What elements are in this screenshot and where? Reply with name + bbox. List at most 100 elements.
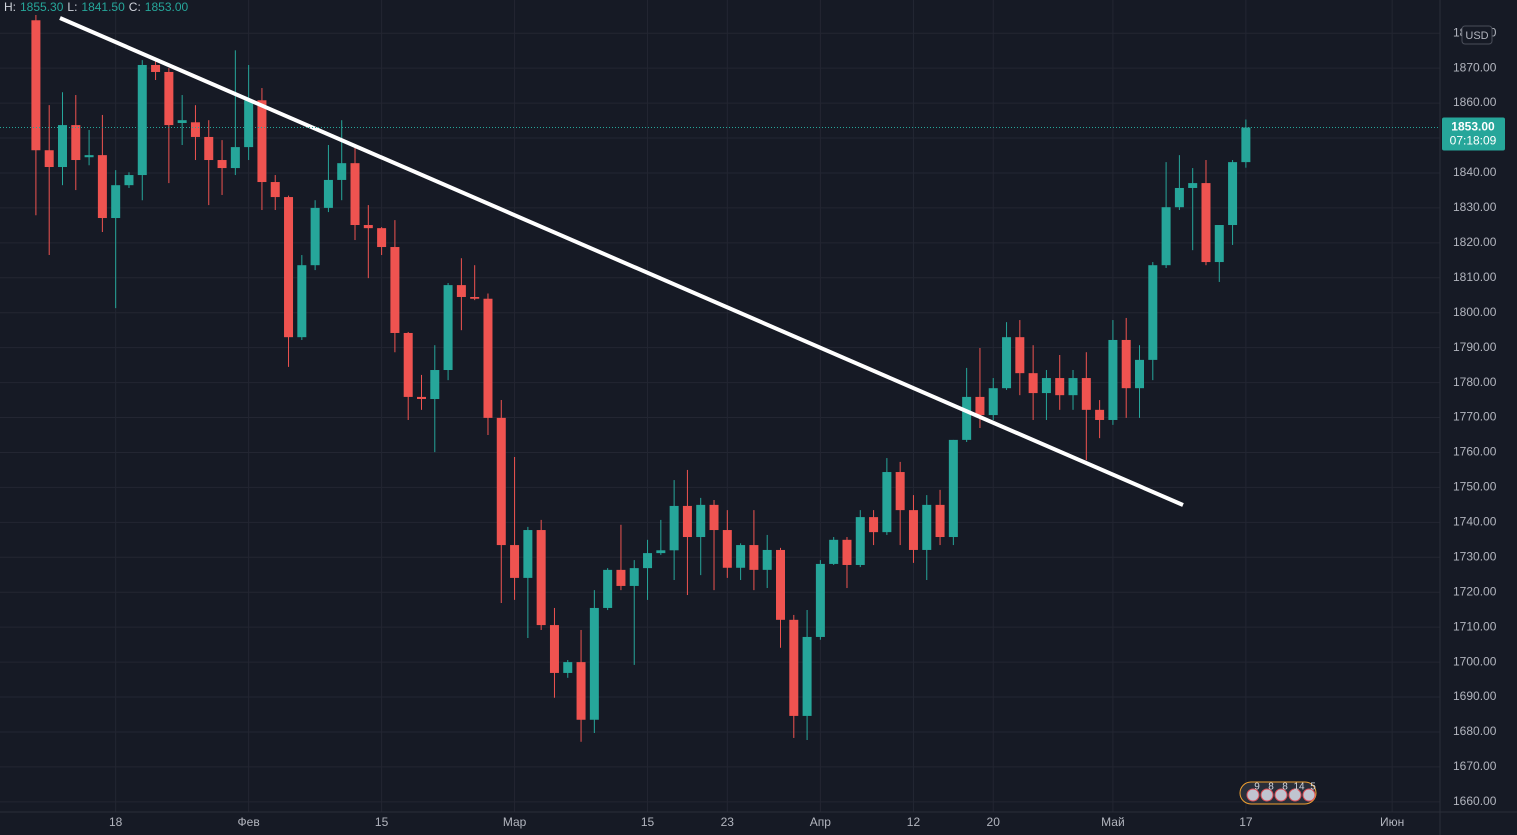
x-tick-label: Апр	[810, 815, 832, 829]
ohlc-header: H: 1855.30 L: 1841.50 C: 1853.00	[4, 0, 188, 14]
candle-body	[1002, 337, 1012, 389]
candle-body	[1015, 337, 1025, 374]
x-tick-label: 15	[641, 815, 655, 829]
header-value: 1855.30	[20, 0, 64, 14]
candle-body	[1174, 187, 1184, 208]
y-tick-label: 1720.00	[1453, 584, 1497, 598]
candle-body	[1068, 378, 1078, 396]
event-count: 9	[1254, 782, 1260, 793]
y-tick-label: 1820.00	[1453, 235, 1497, 249]
candle-body	[1081, 378, 1091, 410]
event-count: 8	[1282, 782, 1288, 793]
x-tick-label: 17	[1239, 815, 1253, 829]
candle-body	[523, 530, 533, 578]
event-count: 8	[1268, 782, 1274, 793]
x-tick-label: Май	[1101, 815, 1125, 829]
candle-body	[988, 388, 998, 416]
candle-body	[576, 662, 586, 720]
event-count: 5	[1310, 782, 1316, 793]
event-icon	[1302, 788, 1316, 802]
y-tick-label: 1730.00	[1453, 549, 1497, 563]
candle-body	[111, 185, 121, 219]
last-price-label: 1853.00	[1451, 120, 1495, 134]
candle-body	[815, 563, 825, 637]
candle-body	[908, 510, 918, 550]
candle-body	[1055, 378, 1065, 396]
trend-line[interactable]	[59, 16, 1184, 507]
candle-body	[470, 296, 480, 299]
candle-body	[456, 285, 466, 297]
x-tick-label: 18	[109, 815, 123, 829]
candles	[31, 15, 1251, 742]
candle-body	[164, 71, 174, 126]
y-tick-label: 1800.00	[1453, 305, 1497, 319]
header-label: L:	[67, 0, 78, 14]
candle-body	[669, 505, 679, 551]
candle-body	[1041, 378, 1051, 394]
candle-body	[430, 370, 440, 400]
candle-body	[177, 120, 187, 123]
candle-body	[935, 504, 945, 538]
candle-body	[124, 175, 134, 186]
candle-body	[829, 539, 839, 564]
grid	[0, 0, 1440, 812]
candle-body	[31, 20, 41, 151]
candle-body	[709, 504, 719, 531]
candle-body	[656, 550, 666, 554]
currency: USD	[1465, 30, 1488, 42]
events[interactable]: 9 8 8 14 5	[1239, 781, 1317, 805]
candle-body	[855, 517, 865, 565]
header-label: C:	[128, 0, 141, 14]
candle-body	[217, 160, 227, 169]
candle-body	[363, 225, 373, 229]
candle-body	[97, 155, 107, 219]
y-tick-label: 1750.00	[1453, 480, 1497, 494]
candle-body	[84, 155, 94, 158]
candle-body	[643, 553, 653, 569]
candle-body	[284, 197, 294, 338]
y-tick-label: 1810.00	[1453, 270, 1497, 284]
y-tick-label: 1830.00	[1453, 200, 1497, 214]
candle-body	[722, 530, 732, 568]
y-tick-label: 1770.00	[1453, 410, 1497, 424]
x-tick-label: Мар	[503, 815, 527, 829]
candle-body	[1241, 127, 1251, 163]
candle-body	[230, 147, 240, 169]
y-tick-label: 1660.00	[1453, 794, 1497, 808]
candle-body	[775, 549, 785, 620]
y-tick-label: 1760.00	[1453, 445, 1497, 459]
candle-body	[403, 332, 413, 397]
candle-body	[1121, 339, 1131, 389]
candle-body	[377, 228, 387, 248]
y-tick-label: 1680.00	[1453, 724, 1497, 738]
candle-body	[842, 539, 852, 565]
candle-body	[549, 625, 559, 673]
candle-body	[151, 64, 161, 72]
candle-body	[869, 517, 879, 533]
candle-body	[44, 150, 54, 168]
y-tick-label: 1860.00	[1453, 95, 1497, 109]
candle-body	[1188, 183, 1198, 188]
candle-body	[416, 396, 426, 400]
x-tick-label: 23	[721, 815, 735, 829]
candle-body	[563, 662, 573, 673]
currency-badge[interactable]	[1461, 25, 1493, 45]
event-icon	[1246, 788, 1260, 802]
candle-body	[323, 179, 333, 208]
countdown: 07:18:09	[1450, 134, 1497, 148]
candle-body	[1228, 162, 1238, 226]
candle-body	[137, 64, 147, 176]
y-tick-label: 1870.00	[1453, 60, 1497, 74]
x-tick-label: 12	[907, 815, 921, 829]
header-value: 1853.00	[144, 0, 189, 14]
candle-body	[483, 298, 493, 418]
candle-body	[1148, 265, 1158, 360]
y-tick-label: 1740.00	[1453, 515, 1497, 529]
candle-body	[603, 569, 613, 608]
candle-body	[948, 439, 958, 538]
candle-body	[1095, 409, 1105, 420]
candle-body	[204, 136, 214, 161]
y-tick-label: 1780.00	[1453, 375, 1497, 389]
event-icon	[1288, 788, 1302, 802]
